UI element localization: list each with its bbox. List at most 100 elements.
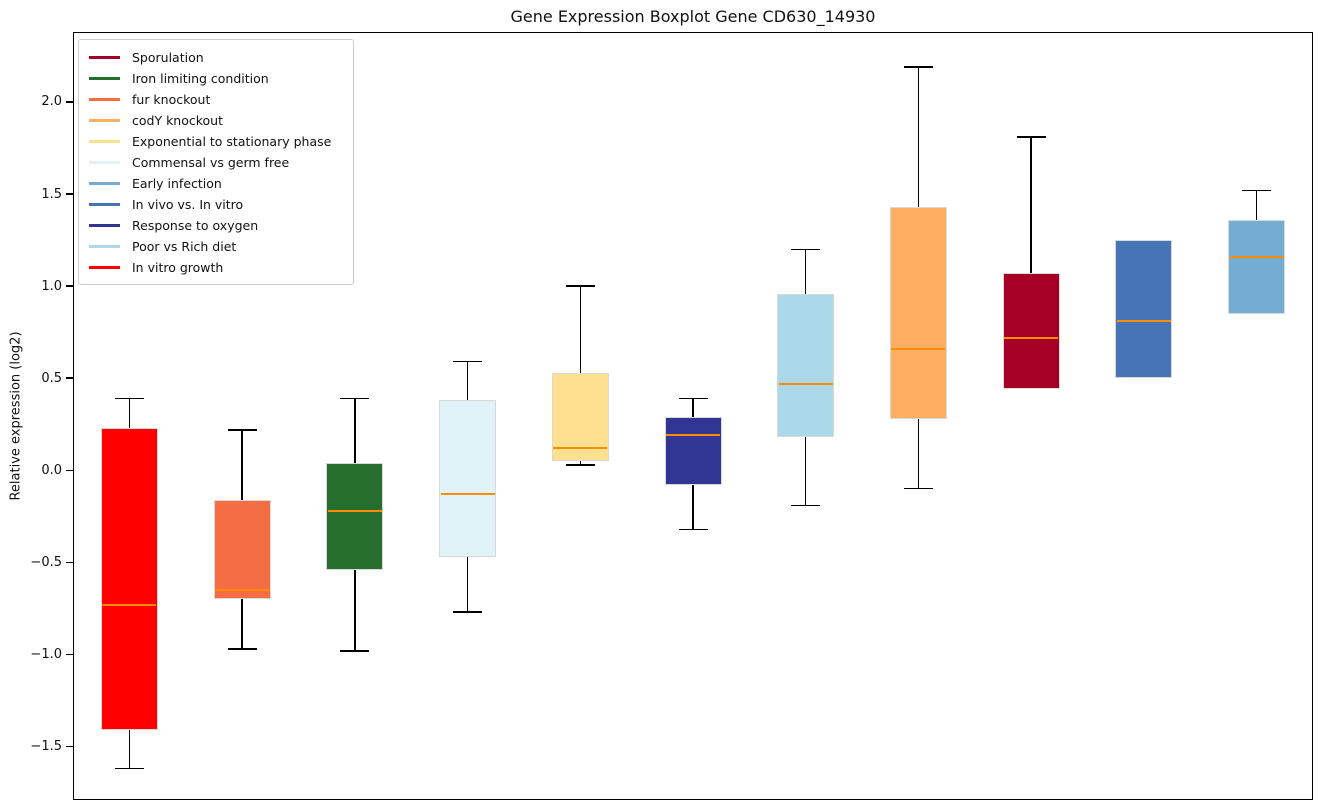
whisker-upper-fur-knockout: [241, 429, 243, 500]
whisker-cap-lower-poor-vs-rich-diet: [791, 504, 821, 507]
box-exponential-to-stationary-phase: [551, 372, 609, 462]
legend-item: In vivo vs. In vitro: [89, 194, 343, 215]
box-iron-limiting-condition: [326, 462, 384, 570]
whisker-upper-response-to-oxygen: [692, 398, 694, 417]
whisker-upper-in-vitro-growth: [128, 398, 131, 428]
y-tick-mark: [66, 377, 73, 379]
legend-item: Poor vs Rich diet: [89, 236, 343, 257]
legend-item: Early infection: [89, 173, 343, 194]
chart-title: Gene Expression Boxplot Gene CD630_14930: [510, 7, 876, 26]
box-in-vitro-growth: [100, 427, 158, 730]
box-early-infection: [1228, 219, 1286, 314]
whisker-cap-lower-commensal-vs-germ-free: [453, 611, 483, 613]
median-in-vivo-vs-in-vitro: [1116, 320, 1171, 323]
whisker-cap-upper-sporulation: [1016, 136, 1046, 138]
legend-item: fur knockout: [89, 89, 343, 110]
median-in-vitro-growth: [102, 603, 157, 606]
whisker-lower-exponential-to-stationary-phase: [579, 461, 582, 465]
median-cody-knockout: [891, 347, 946, 350]
whisker-upper-early-infection: [1255, 190, 1258, 220]
whisker-lower-fur-knockout: [241, 599, 243, 649]
legend-color-swatch: [89, 161, 120, 164]
whisker-upper-sporulation: [1030, 136, 1032, 274]
legend-color-swatch: [89, 77, 120, 80]
y-tick-label: 2.0: [41, 94, 62, 110]
legend-item: Iron limiting condition: [89, 68, 343, 89]
whisker-upper-exponential-to-stationary-phase: [579, 286, 582, 373]
legend-color-swatch: [89, 119, 120, 122]
legend-color-swatch: [89, 182, 120, 185]
whisker-upper-iron-limiting-condition: [354, 398, 356, 463]
median-exponential-to-stationary-phase: [553, 447, 608, 450]
whisker-lower-in-vitro-growth: [128, 730, 131, 769]
whisker-cap-upper-fur-knockout: [227, 429, 257, 431]
median-sporulation: [1004, 336, 1059, 339]
whisker-cap-lower-iron-limiting-condition: [340, 650, 370, 652]
legend-label: Early infection: [132, 176, 222, 191]
whisker-cap-upper-in-vitro-growth: [114, 397, 144, 400]
box-response-to-oxygen: [664, 416, 722, 486]
legend-color-swatch: [89, 98, 120, 101]
y-tick-label: −0.5: [30, 554, 62, 570]
whisker-lower-commensal-vs-germ-free: [466, 556, 469, 613]
y-tick-label: 1.0: [41, 278, 62, 294]
y-tick-mark: [66, 745, 73, 748]
whisker-lower-response-to-oxygen: [692, 485, 694, 530]
whisker-cap-upper-iron-limiting-condition: [340, 397, 370, 400]
whisker-lower-iron-limiting-condition: [354, 569, 356, 651]
box-sporulation: [1002, 273, 1060, 390]
whisker-lower-cody-knockout: [917, 418, 920, 489]
legend-item: Commensal vs germ free: [89, 152, 343, 173]
whisker-upper-commensal-vs-germ-free: [466, 361, 469, 401]
whisker-cap-upper-exponential-to-stationary-phase: [565, 285, 595, 287]
whisker-lower-poor-vs-rich-diet: [804, 437, 807, 506]
legend: Sporulation Iron limiting condition fur kn…: [78, 39, 354, 285]
box-poor-vs-rich-diet: [777, 293, 835, 438]
box-commensal-vs-germ-free: [439, 400, 497, 557]
whisker-cap-lower-fur-knockout: [227, 648, 257, 650]
median-fur-knockout: [215, 588, 270, 592]
y-tick-label: −1.0: [30, 647, 62, 662]
whisker-cap-lower-in-vitro-growth: [114, 767, 144, 770]
legend-item: Response to oxygen: [89, 215, 343, 236]
legend-label: Iron limiting condition: [132, 71, 269, 86]
legend-item: codY knockout: [89, 110, 343, 131]
legend-color-swatch: [89, 56, 120, 59]
y-tick-mark: [66, 653, 73, 656]
y-tick-label: −1.5: [30, 739, 62, 755]
legend-label: Response to oxygen: [132, 218, 259, 233]
median-poor-vs-rich-diet: [778, 382, 833, 385]
y-tick-mark: [66, 193, 73, 195]
y-tick-mark: [66, 101, 73, 103]
box-cody-knockout: [889, 206, 947, 419]
whisker-upper-poor-vs-rich-diet: [804, 249, 807, 294]
legend-color-swatch: [89, 140, 120, 143]
y-tick-mark: [66, 561, 73, 564]
median-commensal-vs-germ-free: [440, 493, 495, 496]
whisker-cap-upper-response-to-oxygen: [678, 397, 708, 400]
whisker-cap-lower-exponential-to-stationary-phase: [565, 464, 595, 466]
legend-color-swatch: [89, 266, 120, 269]
whisker-cap-lower-cody-knockout: [903, 487, 933, 490]
whisker-cap-lower-response-to-oxygen: [678, 528, 708, 531]
legend-label: In vitro growth: [132, 260, 224, 275]
whisker-cap-upper-commensal-vs-germ-free: [453, 360, 483, 363]
median-early-infection: [1229, 255, 1284, 258]
median-response-to-oxygen: [666, 434, 720, 437]
legend-label: Sporulation: [132, 50, 204, 65]
legend-label: Exponential to stationary phase: [132, 134, 332, 149]
legend-item: Exponential to stationary phase: [89, 131, 343, 152]
legend-color-swatch: [89, 203, 120, 206]
y-tick-label: 1.5: [41, 186, 62, 202]
box-fur-knockout: [213, 499, 271, 600]
legend-color-swatch: [89, 224, 120, 227]
legend-label: codY knockout: [132, 113, 224, 128]
box-in-vivo-vs-in-vitro: [1115, 240, 1173, 379]
y-tick-mark: [66, 469, 73, 472]
y-tick-label: 0.0: [41, 462, 62, 478]
y-tick-label: 0.5: [41, 370, 62, 386]
whisker-upper-cody-knockout: [917, 66, 920, 207]
y-tick-mark: [66, 285, 73, 287]
whisker-cap-upper-poor-vs-rich-diet: [791, 248, 821, 251]
